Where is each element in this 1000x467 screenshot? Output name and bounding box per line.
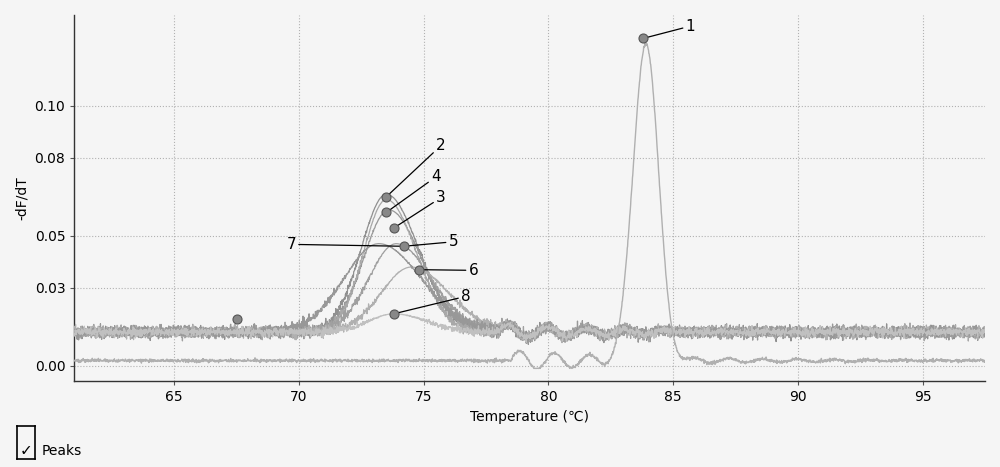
Text: 2: 2 [386,138,446,197]
Text: 5: 5 [404,234,458,249]
Text: 4: 4 [386,170,441,212]
Text: ✓: ✓ [20,443,33,458]
Text: 1: 1 [643,19,695,38]
Text: 7: 7 [286,237,404,252]
Text: 8: 8 [394,289,471,314]
Y-axis label: -dF/dT: -dF/dT [15,177,29,220]
X-axis label: Temperature (℃): Temperature (℃) [470,410,589,424]
Text: 3: 3 [394,190,446,228]
Text: 6: 6 [419,263,478,278]
Text: Peaks: Peaks [42,444,82,458]
